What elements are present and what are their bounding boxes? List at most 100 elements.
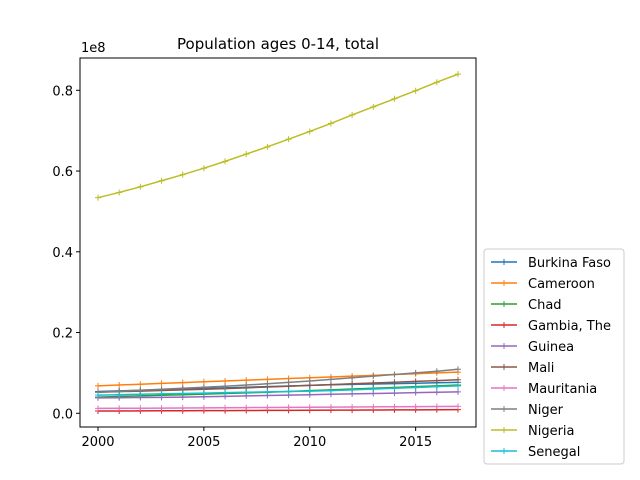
data-point [455, 403, 461, 410]
series-line [97, 73, 459, 199]
legend-marker [501, 406, 507, 412]
data-point [327, 404, 334, 411]
data-point [264, 143, 271, 150]
data-point [455, 71, 461, 78]
series-line [97, 405, 459, 410]
series-line [97, 408, 459, 412]
data-point [412, 384, 419, 391]
data-point [179, 171, 186, 178]
data-point [243, 389, 250, 396]
data-point [243, 404, 250, 411]
data-point [455, 366, 461, 373]
data-point [349, 380, 356, 387]
data-point [349, 374, 356, 381]
data-point [285, 404, 292, 411]
data-point [158, 177, 165, 184]
data-point [391, 385, 398, 392]
data-point [116, 189, 123, 196]
data-point [137, 183, 144, 190]
data-point [433, 383, 440, 390]
data-point [412, 389, 419, 396]
legend-item: Mauritania [491, 382, 597, 397]
data-point [264, 404, 271, 411]
plot-area [79, 57, 477, 428]
data-point [95, 405, 101, 412]
data-point [370, 373, 377, 380]
plot-frame [79, 57, 477, 428]
data-point [158, 380, 165, 387]
data-point [200, 390, 207, 397]
x-tick-label: 2005 [187, 435, 220, 450]
legend-label: Mali [528, 361, 554, 376]
data-point [370, 403, 377, 410]
y-offset-label: 1e8 [81, 41, 106, 56]
legend-marker [501, 259, 507, 265]
legend-marker [501, 364, 507, 370]
data-point [179, 404, 186, 411]
legend-box [483, 248, 625, 465]
data-point [412, 378, 419, 385]
data-point [95, 382, 101, 389]
data-point [200, 165, 207, 172]
x-tick-label: 2010 [293, 435, 326, 450]
data-point [370, 386, 377, 393]
data-point [433, 368, 440, 375]
x-axis: 2000 2005 2010 2015 [81, 427, 432, 450]
data-point [116, 391, 123, 398]
data-point [179, 379, 186, 386]
legend-label: Cameroon [528, 277, 595, 292]
data-point [455, 382, 461, 389]
series-nigeria [95, 71, 461, 201]
data-point [370, 103, 377, 110]
series-senegal [95, 382, 461, 399]
legend-marker [501, 385, 507, 391]
data-point [222, 377, 229, 384]
series-mauritania [95, 403, 461, 412]
chart-title: Population ages 0-14, total [177, 35, 379, 53]
data-point [306, 377, 313, 384]
series-line [97, 368, 459, 394]
data-point [412, 87, 419, 94]
data-point [243, 151, 250, 158]
data-point [137, 391, 144, 398]
legend-item: Chad [491, 298, 562, 313]
legend-marker [501, 301, 507, 307]
data-point [327, 120, 334, 127]
legend-label: Senegal [528, 445, 580, 460]
data-point [327, 376, 334, 383]
data-point [137, 405, 144, 412]
legend-item: Burkina Faso [491, 256, 611, 271]
legend-label: Guinea [528, 340, 574, 355]
legend-marker [501, 427, 507, 433]
data-point [349, 403, 356, 410]
legend: Burkina Faso Cameroon Chad Gambia, The Guine… [483, 248, 625, 465]
data-point [95, 392, 101, 399]
data-point [158, 405, 165, 412]
data-point [222, 389, 229, 396]
data-point [222, 404, 229, 411]
data-point [327, 381, 334, 388]
y-tick-label: 0.0 [52, 407, 73, 422]
data-point [200, 378, 207, 385]
data-point [285, 136, 292, 143]
x-tick-label: 2000 [81, 435, 114, 450]
y-tick-label: 0.6 [52, 165, 73, 180]
data-point [179, 385, 186, 392]
legend-item: Senegal [491, 445, 580, 460]
series-line [97, 385, 459, 396]
legend-item: Gambia, The [491, 319, 611, 334]
data-point [327, 387, 334, 394]
data-point [200, 384, 207, 391]
data-point [158, 390, 165, 397]
data-point [412, 403, 419, 410]
x-tick-label: 2015 [399, 435, 432, 450]
data-point [116, 382, 123, 389]
legend-label: Gambia, The [528, 319, 611, 334]
legend-item: Guinea [491, 340, 574, 355]
legend-label: Burkina Faso [528, 256, 611, 271]
series-line [97, 379, 459, 394]
legend-marker [501, 448, 507, 454]
data-point [222, 383, 229, 390]
data-point [285, 388, 292, 395]
data-point [433, 389, 440, 396]
